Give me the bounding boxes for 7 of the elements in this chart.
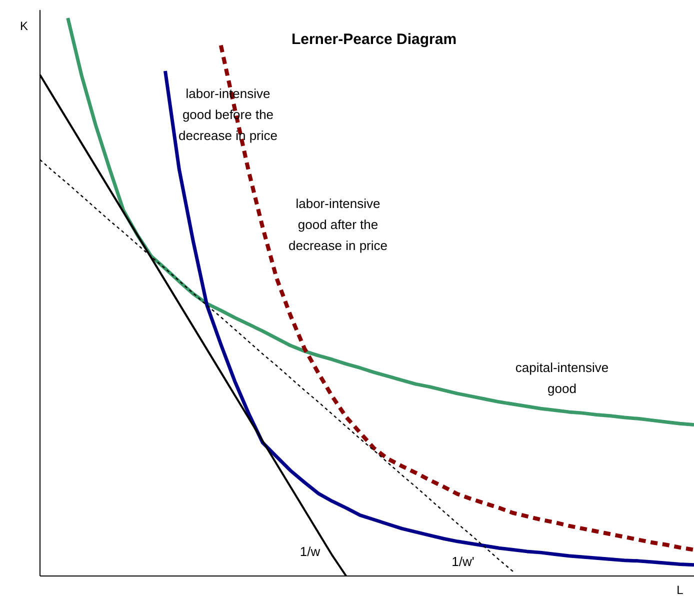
series-label: 1/w' <box>452 554 474 569</box>
series-label: labor-intensive good after the decrease in price <box>288 196 388 253</box>
x-axis-title: L <box>676 583 684 597</box>
text: Lerner-Pearce Diagram <box>291 31 457 48</box>
series-label: 1/w <box>300 544 321 559</box>
y-axis-title: K <box>20 19 28 33</box>
series-label: capital-intensive good <box>515 360 609 396</box>
